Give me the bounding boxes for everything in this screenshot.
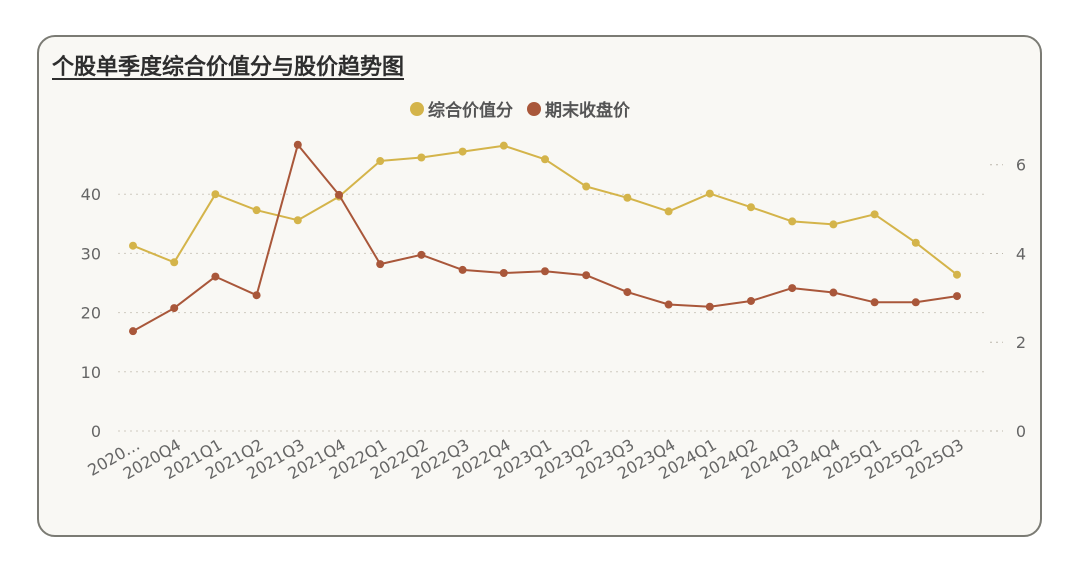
price-point [417, 250, 426, 259]
score-point [953, 270, 961, 279]
score-point [211, 190, 220, 199]
y-left-tick-label: 20 [81, 304, 101, 323]
legend-label-price: 期末收盘价 [545, 101, 630, 121]
price-point [541, 267, 549, 276]
score-point [664, 207, 673, 216]
price-point [252, 291, 261, 300]
score-point [293, 216, 302, 225]
y-right-tick-label: 4 [1016, 244, 1026, 263]
score-point [499, 141, 508, 150]
price-point [953, 292, 961, 301]
score-point [541, 155, 549, 164]
y-right-tick-label: 6 [1016, 156, 1026, 175]
score-point [417, 153, 426, 162]
score-point [458, 147, 467, 156]
score-point [911, 238, 920, 247]
y-left-tick-label: 10 [81, 363, 101, 382]
legend-item-score[interactable]: 综合价值分 [410, 96, 513, 121]
score-point [582, 182, 591, 191]
price-point [335, 190, 343, 199]
price-point [129, 327, 137, 336]
price-point [211, 272, 220, 281]
price-point [788, 284, 797, 293]
price-point [747, 296, 755, 305]
chart-title: 个股单季度综合价值分与股价趋势图 [52, 55, 405, 80]
score-point [705, 189, 714, 198]
score-point [829, 220, 838, 229]
price-line [132, 143, 958, 332]
score-point [376, 157, 385, 166]
legend-marker-score [410, 101, 424, 116]
y-left-tick-label: 40 [81, 185, 101, 204]
score-point [870, 210, 879, 219]
price-point [911, 298, 920, 307]
chart-legend: 综合价值分 期末收盘价 [410, 96, 630, 121]
legend-label-score: 综合价值分 [428, 101, 513, 121]
y-left-tick-label: 0 [91, 422, 101, 441]
score-point [129, 241, 137, 250]
price-point [582, 271, 591, 280]
y-right-tick-label: 0 [1016, 422, 1026, 441]
score-point [170, 258, 179, 267]
price-point [170, 304, 179, 313]
legend-item-price[interactable]: 期末收盘价 [527, 96, 630, 121]
score-point [747, 203, 755, 212]
score-point [252, 206, 261, 215]
price-point [293, 140, 302, 149]
price-point [458, 265, 467, 274]
y-left-tick-label: 30 [81, 244, 101, 263]
price-point [705, 302, 714, 311]
legend-marker-price [527, 101, 541, 116]
price-point [829, 288, 838, 297]
y-right-tick-label: 2 [1016, 333, 1026, 352]
price-point [870, 298, 879, 307]
price-point [664, 300, 673, 309]
price-point [376, 260, 385, 269]
price-point [499, 269, 508, 278]
price-point [623, 288, 632, 297]
score-point [788, 217, 797, 226]
score-point [623, 193, 632, 202]
